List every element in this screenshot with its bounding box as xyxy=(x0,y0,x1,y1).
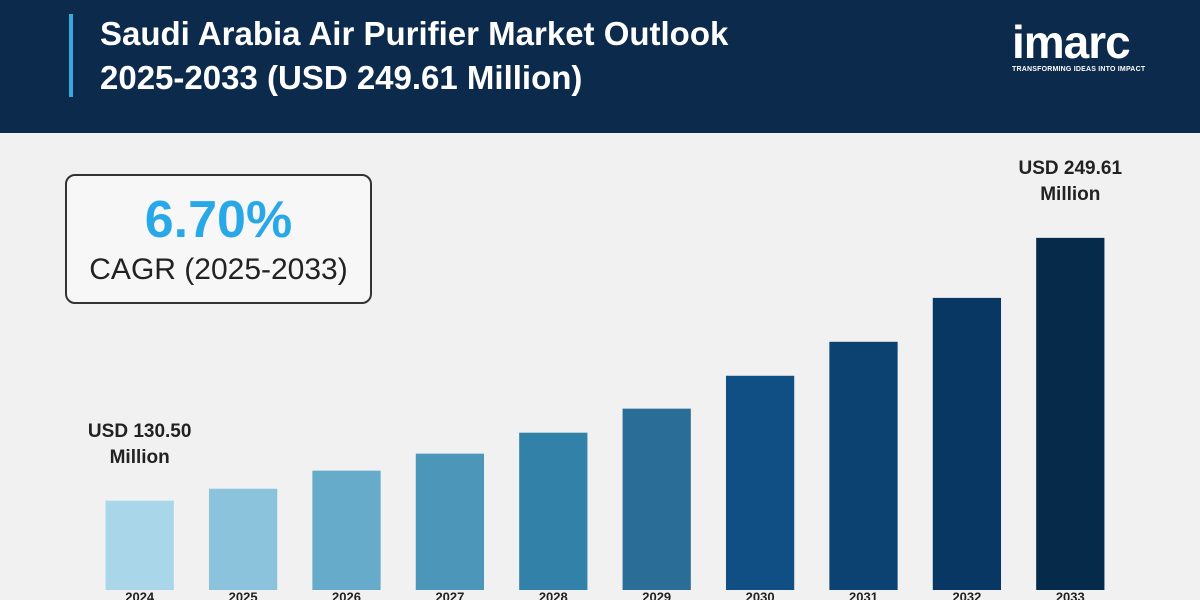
cagr-label: CAGR (2025-2033) xyxy=(89,253,348,286)
logo-tagline: TRANSFORMING IDEAS INTO IMPACT xyxy=(1012,66,1146,73)
logo-name: imarc xyxy=(1012,16,1131,68)
logo: imarc TRANSFORMING IDEAS INTO IMPACT xyxy=(1012,18,1172,73)
x-tick-label: 2032 xyxy=(952,589,981,600)
bar xyxy=(519,432,588,590)
title: Saudi Arabia Air Purifier Market Outlook… xyxy=(100,15,729,96)
bar xyxy=(932,297,1002,590)
accent-bar xyxy=(69,14,73,97)
bar xyxy=(312,470,381,590)
bar xyxy=(208,488,278,590)
x-tick-label: 2026 xyxy=(332,589,361,600)
x-tick-label: 2029 xyxy=(642,589,671,600)
x-tick-label: 2028 xyxy=(539,589,568,600)
x-tick-label: 2025 xyxy=(229,589,258,600)
x-tick-label: 2027 xyxy=(435,589,464,600)
bar xyxy=(415,453,485,590)
bar xyxy=(1036,237,1105,590)
cagr-value: 6.70% xyxy=(144,191,293,249)
value-label: USD 130.50 Million xyxy=(87,420,192,468)
bar xyxy=(829,341,898,590)
x-tick-label: 2031 xyxy=(849,589,878,600)
header xyxy=(0,0,1200,133)
x-tick-label: 2033 xyxy=(1056,589,1085,600)
x-tick-label: 2030 xyxy=(746,589,775,600)
value-label: USD 249.61 Million xyxy=(1018,157,1123,205)
bar xyxy=(622,408,691,590)
x-tick-label: 2024 xyxy=(125,589,155,600)
bar xyxy=(105,500,174,590)
cagr-box: 6.70% CAGR (2025-2033) xyxy=(65,174,372,304)
bar xyxy=(725,375,795,590)
